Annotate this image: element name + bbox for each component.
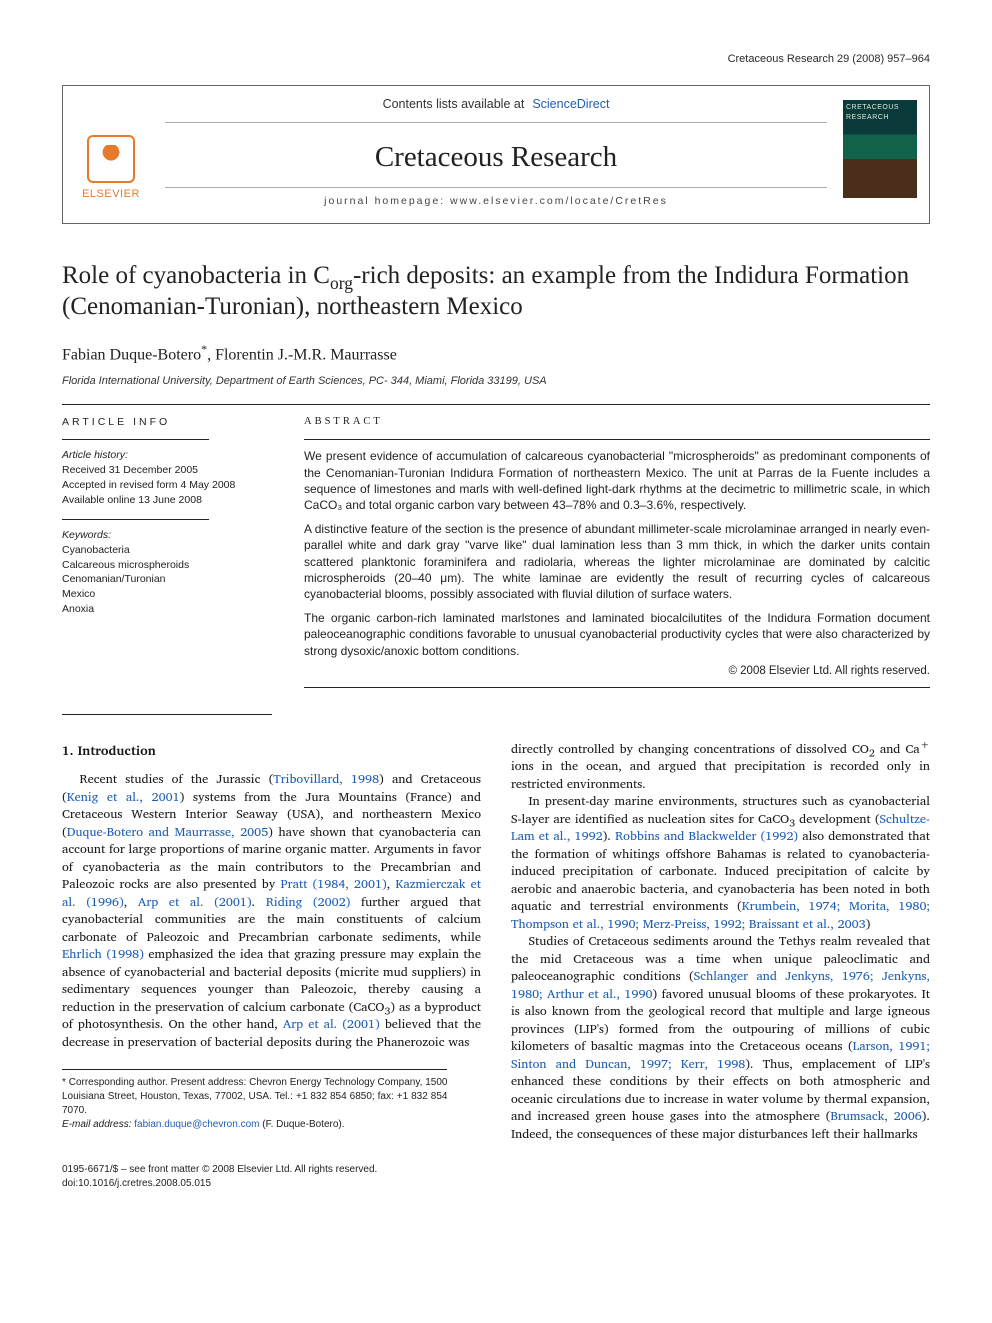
running-head: Cretaceous Research 29 (2008) 957–964 [62, 52, 930, 67]
keywords-block: Keywords: Cyanobacteria Calcareous micro… [62, 528, 272, 616]
keyword: Calcareous microspheroids [62, 558, 272, 573]
citation-link[interactable]: Krumbein, 1974; Morita, 1980; Thompson e… [511, 896, 930, 934]
sidebar-divider [62, 519, 209, 520]
abstract-paragraph: The organic carbon-rich laminated marlst… [304, 610, 930, 659]
abstract-copyright: © 2008 Elsevier Ltd. All rights reserved… [304, 663, 930, 679]
author-affiliation: Florida International University, Depart… [62, 374, 930, 389]
email-label: E-mail address: [62, 1119, 131, 1130]
corresponding-author-text: * Corresponding author. Present address:… [62, 1076, 447, 1118]
masthead-divider [165, 187, 827, 188]
body-paragraph: directly controlled by changing concentr… [511, 741, 930, 794]
article-history-label: Article history: [62, 448, 272, 463]
author-email-link[interactable]: fabian.duque@chevron.com [134, 1119, 259, 1130]
section-heading-introduction: 1. Introduction [62, 741, 481, 759]
citation-link[interactable]: Tribovillard, 1998 [273, 769, 379, 789]
journal-title: Cretaceous Research [75, 137, 917, 178]
elsevier-tree-icon [87, 135, 135, 183]
keyword: Cenomanian/Turonian [62, 572, 272, 587]
front-matter-line: 0195-6671/$ – see front matter © 2008 El… [62, 1163, 930, 1177]
abstract-heading: ABSTRACT [304, 415, 930, 430]
abstract-rule [304, 687, 930, 688]
section-rule [62, 404, 930, 405]
citation-link[interactable]: Kenig et al., 2001 [67, 787, 180, 807]
author-list: Fabian Duque-Botero*, Florentin J.-M.R. … [62, 341, 930, 367]
journal-cover-thumbnail: CRETACEOUS RESEARCH [843, 100, 917, 198]
citation-link[interactable]: Schlanger and Jenkyns, 1976; Jenkyns, 19… [511, 966, 930, 1004]
keywords-label: Keywords: [62, 528, 272, 543]
body-paragraph: Studies of Cretaceous sediments around t… [511, 933, 930, 1143]
masthead-divider [165, 122, 827, 123]
sidebar-bottom-rule [62, 714, 272, 715]
email-attribution: (F. Duque-Botero). [262, 1119, 344, 1130]
abstract-rule [304, 439, 930, 440]
publisher-logo: ELSEVIER [75, 116, 147, 202]
citation-link[interactable]: Arp et al. (2001) [283, 1014, 380, 1034]
sidebar-divider [62, 439, 209, 440]
contents-list-line: Contents lists available at ScienceDirec… [75, 96, 917, 122]
article-title: Role of cyanobacteria in Corg-rich depos… [62, 260, 930, 323]
article-body: 1. Introduction Recent studies of the Ju… [62, 741, 930, 1144]
body-paragraph: In present-day marine environments, stru… [511, 793, 930, 933]
citation-link[interactable]: Robbins and Blackwelder (1992) [615, 826, 798, 846]
abstract-block: ABSTRACT We present evidence of accumula… [304, 415, 930, 698]
contents-list-prefix: Contents lists available at [383, 96, 525, 114]
citation-link[interactable]: Brumsack, 2006 [830, 1106, 921, 1126]
citation-link[interactable]: Duque-Botero and Maurrasse, 2005 [67, 822, 269, 842]
citation-link[interactable]: Larson, 1991; Sinton and Duncan, 1997; K… [511, 1036, 930, 1074]
article-info-sidebar: ARTICLE INFO Article history: Received 3… [62, 415, 272, 698]
history-line: Accepted in revised form 4 May 2008 [62, 478, 272, 493]
corresponding-author-footnote: * Corresponding author. Present address:… [62, 1069, 447, 1132]
keyword: Anoxia [62, 602, 272, 617]
history-line: Received 31 December 2005 [62, 463, 272, 478]
citation-link[interactable]: Riding (2002) [266, 892, 351, 912]
journal-homepage: journal homepage: www.elsevier.com/locat… [75, 194, 917, 209]
citation-link[interactable]: Arp et al. (2001) [138, 892, 252, 912]
page-footer: 0195-6671/$ – see front matter © 2008 El… [62, 1163, 930, 1191]
history-line: Available online 13 June 2008 [62, 493, 272, 508]
citation-link[interactable]: Ehrlich (1998) [62, 944, 144, 964]
abstract-paragraph: We present evidence of accumulation of c… [304, 448, 930, 513]
journal-masthead: ELSEVIER CRETACEOUS RESEARCH Contents li… [62, 85, 930, 224]
body-paragraph: Recent studies of the Jurassic (Tribovil… [62, 771, 481, 1051]
abstract-paragraph: A distinctive feature of the section is … [304, 521, 930, 602]
article-history: Article history: Received 31 December 20… [62, 448, 272, 507]
sciencedirect-link[interactable]: ScienceDirect [532, 96, 609, 114]
doi-line: doi:10.1016/j.cretres.2008.05.015 [62, 1177, 930, 1191]
publisher-name: ELSEVIER [82, 187, 140, 202]
keyword: Mexico [62, 587, 272, 602]
keyword: Cyanobacteria [62, 543, 272, 558]
article-info-heading: ARTICLE INFO [62, 415, 272, 430]
